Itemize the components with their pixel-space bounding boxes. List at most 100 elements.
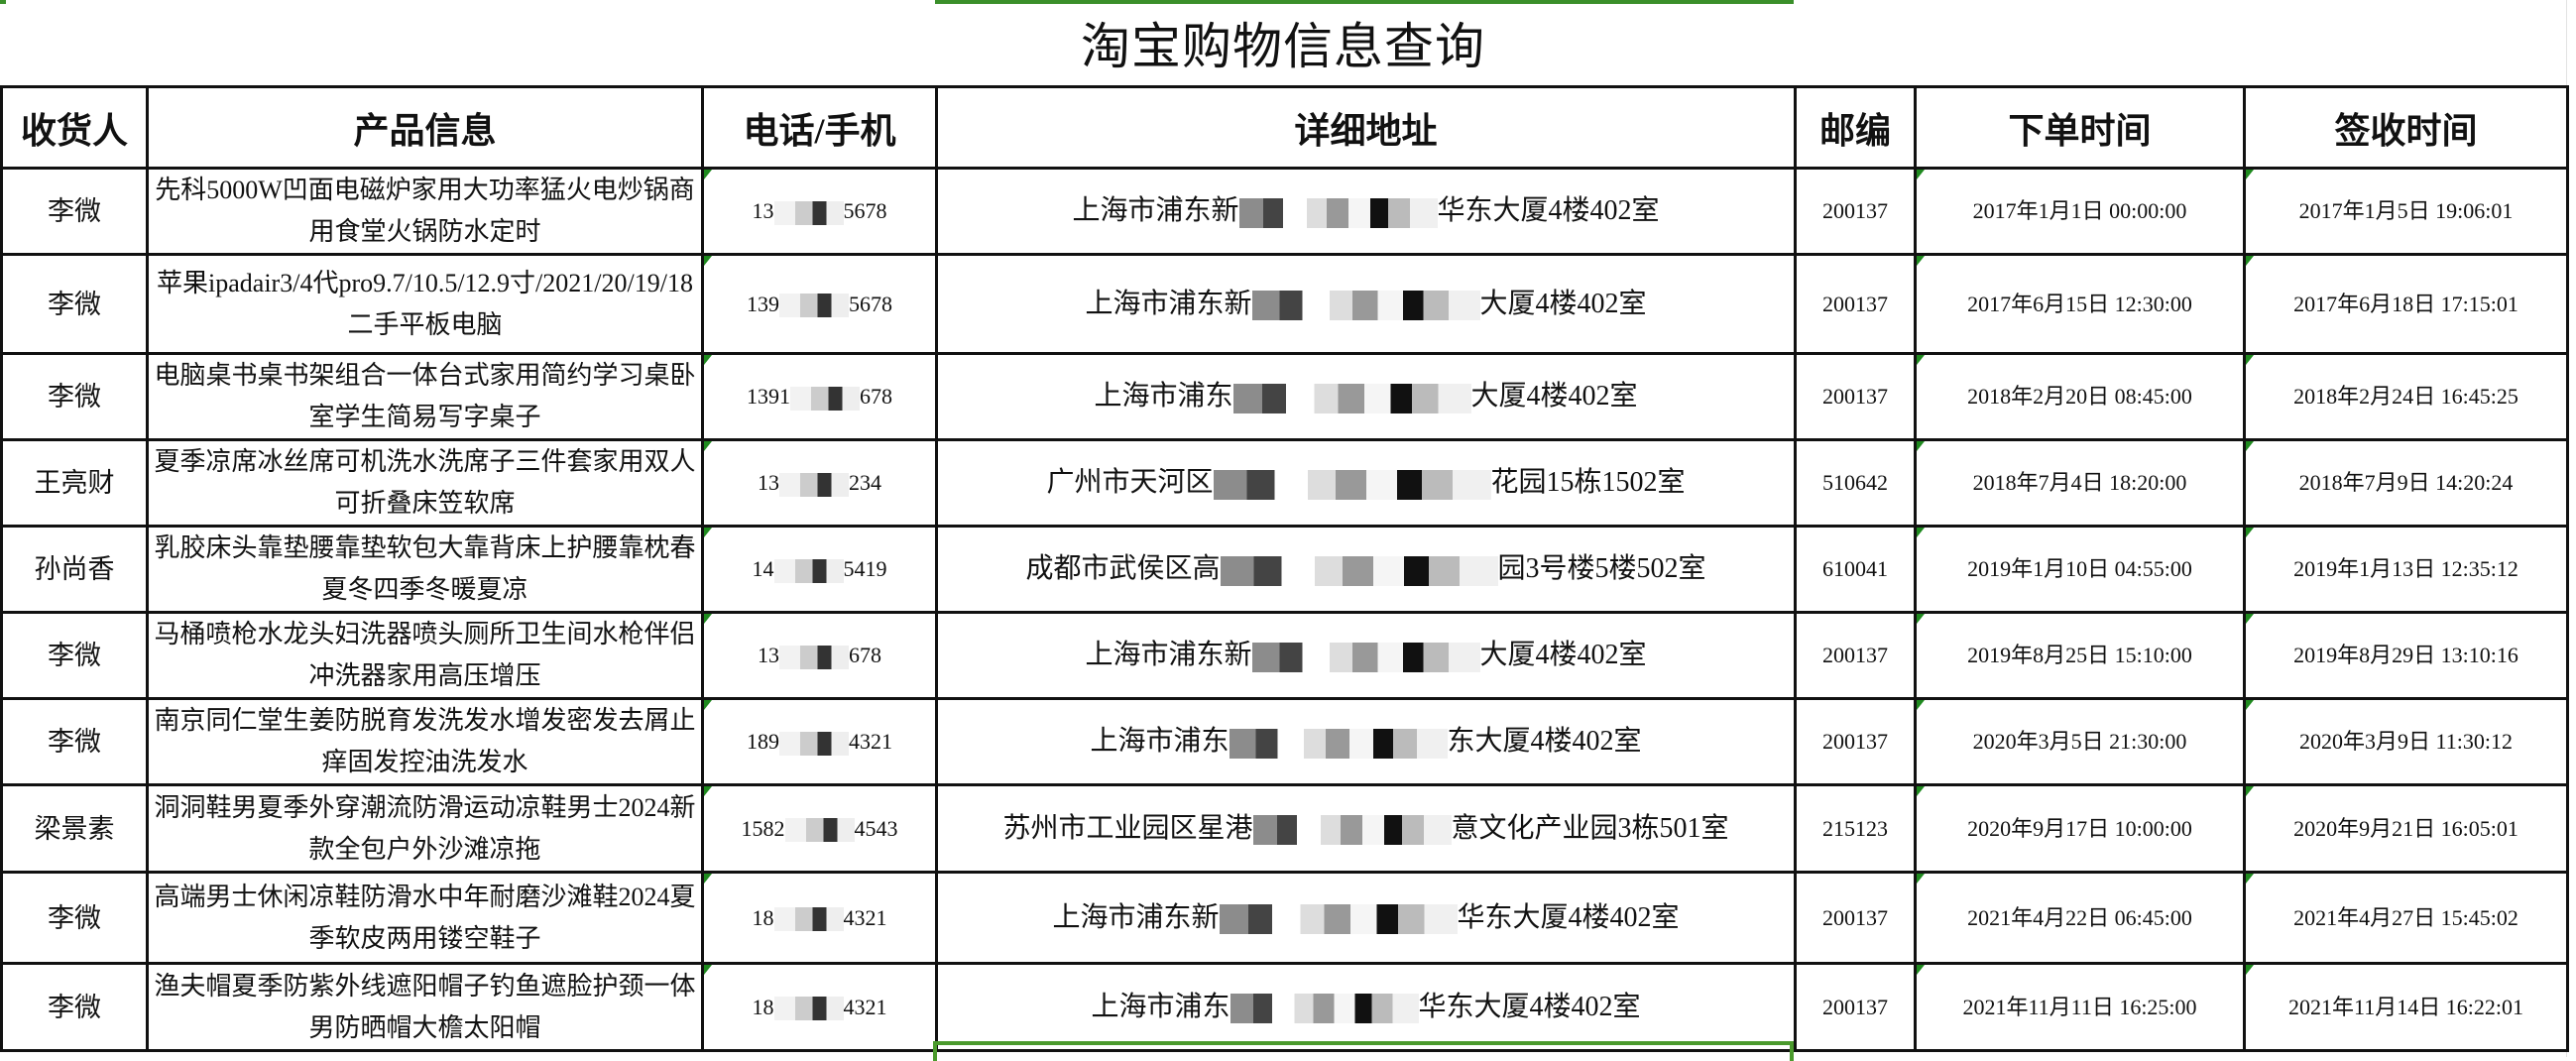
phone-suffix: 5678 <box>843 198 887 223</box>
sheet-title[interactable]: 淘宝购物信息查询 <box>1081 19 1485 74</box>
recipient-cell[interactable]: 李微 <box>0 871 149 965</box>
recipient-cell[interactable]: 李微 <box>0 352 149 441</box>
address-prefix: 上海市浦东新 <box>1085 640 1252 670</box>
header-sign-time[interactable]: 签收时间 <box>2243 85 2569 170</box>
product-cell[interactable]: 南京同仁堂生姜防脱育发洗发水增发密发去屑止痒固发控油洗发水 <box>146 697 704 786</box>
header-address[interactable]: 详细地址 <box>935 85 1797 170</box>
product-cell[interactable]: 乳胶床头靠垫腰靠垫软包大靠背床上护腰靠枕春夏冬四季冬暖夏凉 <box>146 525 704 614</box>
zip-cell[interactable]: 200137 <box>1794 352 1917 441</box>
product-cell[interactable]: 先科5000W凹面电磁炉家用大功率猛火电炒锅商用食堂火锅防水定时 <box>146 167 704 256</box>
address-cell[interactable]: 上海市浦东新 华东大厦4楼402室 <box>935 871 1797 965</box>
order-time-cell[interactable]: 2020年3月5日 21:30:00 <box>1914 697 2246 786</box>
sign-time-cell[interactable]: 2017年1月5日 19:06:01 <box>2243 167 2569 256</box>
phone-cell[interactable]: 18 4321 <box>701 962 938 1052</box>
address-suffix: 大厦4楼402室 <box>1479 640 1647 670</box>
address-cell[interactable]: 上海市浦东新 大厦4楼402室 <box>935 253 1797 355</box>
phone-cell[interactable]: 13 678 <box>701 611 938 700</box>
address-cell[interactable]: 苏州市工业园区星港 意文化产业园3栋501室 <box>935 783 1797 874</box>
sign-time-cell[interactable]: 2021年4月27日 15:45:02 <box>2243 871 2569 965</box>
recipient-cell[interactable]: 李微 <box>0 167 149 256</box>
phone-suffix: 678 <box>849 643 881 667</box>
address-prefix: 上海市浦东 <box>1090 726 1229 757</box>
phone-cell[interactable]: 1582 4543 <box>701 783 938 874</box>
recipient-cell[interactable]: 王亮财 <box>0 438 149 528</box>
header-phone[interactable]: 电话/手机 <box>701 85 938 170</box>
phone-cell[interactable]: 139 5678 <box>701 253 938 355</box>
phone-prefix: 18 <box>752 904 774 930</box>
phone-cell[interactable]: 1391 678 <box>701 352 938 441</box>
zip-cell[interactable]: 200137 <box>1794 871 1917 965</box>
order-time-cell[interactable]: 2020年9月17日 10:00:00 <box>1914 783 2246 874</box>
recipient-cell[interactable]: 李微 <box>0 697 149 786</box>
phone-cell[interactable]: 13 5678 <box>701 167 938 256</box>
zip-cell[interactable]: 200137 <box>1794 697 1917 786</box>
sign-time-cell[interactable]: 2017年6月18日 17:15:01 <box>2243 253 2569 355</box>
redaction-mosaic <box>1252 815 1452 846</box>
address-cell[interactable]: 上海市浦东 华东大厦4楼402室 <box>935 962 1797 1052</box>
product-cell[interactable]: 洞洞鞋男夏季外穿潮流防滑运动凉鞋男士2024新款全包户外沙滩凉拖 <box>146 783 704 874</box>
zip-cell[interactable]: 200137 <box>1794 611 1917 700</box>
zip-cell[interactable]: 610041 <box>1794 525 1917 614</box>
product-cell[interactable]: 电脑桌书桌书架组合一体台式家用简约学习桌卧室学生简易写字桌子 <box>146 352 704 441</box>
phone-cell[interactable]: 18 4321 <box>701 871 938 965</box>
phone-suffix: 4321 <box>849 729 892 754</box>
order-time-cell[interactable]: 2019年1月10日 04:55:00 <box>1914 525 2246 614</box>
sign-time-cell[interactable]: 2020年3月9日 11:30:12 <box>2243 697 2569 786</box>
address-prefix: 上海市浦东新 <box>1072 195 1239 226</box>
phone-suffix: 678 <box>860 384 892 409</box>
zip-cell[interactable]: 200137 <box>1794 253 1917 355</box>
address-cell[interactable]: 上海市浦东 东大厦4楼402室 <box>935 697 1797 786</box>
header-order-time[interactable]: 下单时间 <box>1914 85 2246 170</box>
sign-time-cell[interactable]: 2019年1月13日 12:35:12 <box>2243 525 2569 614</box>
address-cell[interactable]: 成都市武侯区高 园3号楼5楼502室 <box>935 525 1797 614</box>
sign-time-cell[interactable]: 2018年2月24日 16:45:25 <box>2243 352 2569 441</box>
product-cell[interactable]: 渔夫帽夏季防紫外线遮阳帽子钓鱼遮脸护颈一体男防晒帽大檐太阳帽 <box>146 962 704 1052</box>
recipient-cell[interactable]: 李微 <box>0 611 149 700</box>
order-time-cell[interactable]: 2018年2月20日 08:45:00 <box>1914 352 2246 441</box>
zip-cell[interactable]: 510642 <box>1794 438 1917 528</box>
product-cell[interactable]: 高端男士休闲凉鞋防滑水中年耐磨沙滩鞋2024夏季软皮两用镂空鞋子 <box>146 871 704 965</box>
zip-cell[interactable]: 200137 <box>1794 167 1917 256</box>
address-suffix: 意文化产业园3栋501室 <box>1451 812 1729 844</box>
order-time-cell[interactable]: 2017年1月1日 00:00:00 <box>1914 167 2246 256</box>
phone-suffix: 4321 <box>843 904 887 930</box>
phone-prefix: 189 <box>747 729 779 754</box>
address-suffix: 东大厦4楼402室 <box>1447 726 1642 757</box>
header-recipient[interactable]: 收货人 <box>0 85 149 170</box>
header-zip[interactable]: 邮编 <box>1794 85 1917 170</box>
address-suffix: 华东大厦4楼402室 <box>1457 901 1680 933</box>
recipient-cell[interactable]: 李微 <box>0 253 149 355</box>
order-time-cell[interactable]: 2018年7月4日 18:20:00 <box>1914 438 2246 528</box>
phone-cell[interactable]: 13 234 <box>701 438 938 528</box>
redaction-mosaic <box>1232 383 1471 413</box>
phone-cell[interactable]: 189 4321 <box>701 697 938 786</box>
product-cell[interactable]: 苹果ipadair3/4代pro9.7/10.5/12.9寸/2021/20/1… <box>146 253 704 355</box>
redaction-mosaic <box>779 472 849 497</box>
table-row: 王亮财 夏季凉席冰丝席可机洗水洗席子三件套家用双人可折叠床笠软席 13 234 广州市天… <box>0 438 2569 528</box>
address-cell[interactable]: 上海市浦东新 华东大厦4楼402室 <box>935 167 1797 256</box>
sign-time-cell[interactable]: 2019年8月29日 13:10:16 <box>2243 611 2569 700</box>
order-time-cell[interactable]: 2019年8月25日 15:10:00 <box>1914 611 2246 700</box>
table-row: 李微 高端男士休闲凉鞋防滑水中年耐磨沙滩鞋2024夏季软皮两用镂空鞋子 18 4321… <box>0 871 2569 965</box>
recipient-cell[interactable]: 李微 <box>0 962 149 1052</box>
product-cell[interactable]: 夏季凉席冰丝席可机洗水洗席子三件套家用双人可折叠床笠软席 <box>146 438 704 528</box>
zip-cell[interactable]: 200137 <box>1794 962 1917 1052</box>
address-cell[interactable]: 广州市天河区 花园15栋1502室 <box>935 438 1797 528</box>
sign-time-cell[interactable]: 2020年9月21日 16:05:01 <box>2243 783 2569 874</box>
sign-time-cell[interactable]: 2021年11月14日 16:22:01 <box>2243 962 2569 1052</box>
redaction-mosaic <box>790 386 860 411</box>
address-cell[interactable]: 上海市浦东 大厦4楼402室 <box>935 352 1797 441</box>
header-product[interactable]: 产品信息 <box>146 85 704 170</box>
recipient-cell[interactable]: 孙尚香 <box>0 525 149 614</box>
order-time-cell[interactable]: 2021年11月11日 16:25:00 <box>1914 962 2246 1052</box>
phone-prefix: 13 <box>758 643 779 667</box>
product-cell[interactable]: 马桶喷枪水龙头妇洗器喷头厕所卫生间水枪伴侣冲洗器家用高压增压 <box>146 611 704 700</box>
phone-cell[interactable]: 14 5419 <box>701 525 938 614</box>
address-suffix: 大厦4楼402室 <box>1470 381 1638 412</box>
sign-time-cell[interactable]: 2018年7月9日 14:20:24 <box>2243 438 2569 528</box>
recipient-cell[interactable]: 梁景素 <box>0 783 149 874</box>
order-time-cell[interactable]: 2017年6月15日 12:30:00 <box>1914 253 2246 355</box>
order-time-cell[interactable]: 2021年4月22日 06:45:00 <box>1914 871 2246 965</box>
zip-cell[interactable]: 215123 <box>1794 783 1917 874</box>
address-cell[interactable]: 上海市浦东新 大厦4楼402室 <box>935 611 1797 700</box>
